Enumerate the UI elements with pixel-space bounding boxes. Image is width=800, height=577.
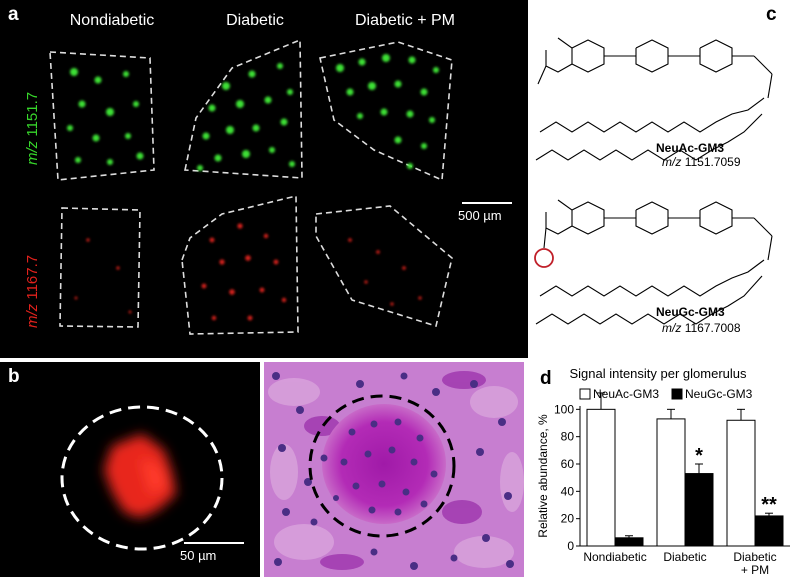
y-tick-label: 20 — [561, 512, 575, 526]
green-spots — [67, 54, 439, 171]
panel-a-letter: a — [8, 4, 19, 25]
structure-2-mz: m/z 1167.7008 — [662, 321, 741, 335]
column-title-diabetic-pm: Diabetic + PM — [354, 12, 456, 29]
panel-c-letter: c — [766, 4, 777, 25]
x-tick-label: Diabetic — [733, 550, 776, 564]
legend-label: NeuGc-GM3 — [685, 387, 753, 401]
x-tick-label: Diabetic — [663, 550, 706, 564]
bar-neugc-gm3 — [754, 515, 784, 547]
tissue-texture — [268, 378, 524, 568]
y-tick-label: 40 — [561, 484, 575, 498]
x-tick-label: Nondiabetic — [583, 550, 646, 564]
glomerulus-ms-image — [60, 405, 224, 551]
bar-neuac-gm3 — [656, 418, 686, 547]
x-tick-label: + PM — [741, 563, 769, 577]
legend-swatch — [579, 388, 591, 400]
structure-1-mz: m/z 1151.7059 — [662, 155, 741, 169]
scale-bar-a — [462, 202, 512, 204]
scale-bar-b — [184, 542, 244, 544]
tissue-outline-diabetic-top — [184, 38, 303, 179]
glomerulus-outline-histology — [308, 394, 456, 538]
y-axis-label: Relative abundance, % — [536, 414, 550, 538]
tissue-outline-diabetic-pm-bottom — [315, 205, 453, 328]
glomerulus-tissue — [322, 404, 446, 524]
chart-title: Signal intensity per glomerulus — [569, 366, 747, 381]
structure-2-name: NeuGc-GM3 — [656, 305, 725, 319]
panel-d-letter: d — [540, 368, 552, 389]
significance-marker: ** — [761, 494, 777, 516]
scale-label-b: 50 µm — [180, 548, 217, 563]
y-tick-label: 80 — [561, 430, 575, 444]
bar-neugc-gm3 — [614, 537, 644, 547]
bar-neuac-gm3 — [726, 419, 756, 547]
column-title-nondiabetic: Nondiabetic — [69, 12, 155, 29]
cell-nuclei — [272, 372, 514, 570]
bar-neugc-gm3 — [684, 473, 714, 547]
panel-b-letter: b — [8, 366, 20, 387]
legend-label: NeuAc-GM3 — [593, 387, 659, 401]
y-tick-label: 60 — [561, 457, 575, 471]
abundance-chart: Signal intensity per glomerulus NeuAc-GM3… — [536, 366, 790, 577]
red-spots — [74, 223, 422, 321]
tissue-outline-diabetic-pm-top — [319, 41, 453, 182]
glomerulus-outline-ms — [60, 405, 224, 551]
panel-a-background — [0, 0, 528, 358]
scale-label-a: 500 µm — [458, 208, 502, 223]
hydroxyl-highlight — [534, 248, 554, 268]
tissue-images — [49, 38, 453, 335]
tissue-outline-nondiabetic-top — [49, 51, 155, 181]
y-tick-label: 0 — [567, 539, 574, 553]
glomerulus-red-signal — [104, 434, 176, 518]
chemical-structures: NeuAc-GM3 m/z 1151.7059 NeuGc-GM3 m/z 11… — [534, 37, 773, 335]
bar-neuac-gm3 — [586, 408, 616, 547]
y-tick-label: 100 — [554, 402, 574, 416]
tissue-outline-diabetic-bottom — [181, 194, 299, 335]
legend-swatch — [671, 388, 683, 400]
histology-image — [264, 362, 524, 577]
tissue-outline-nondiabetic-bottom — [59, 207, 141, 328]
column-title-diabetic: Diabetic — [226, 12, 284, 29]
structure-1-name: NeuAc-GM3 — [656, 141, 724, 155]
significance-marker: * — [695, 445, 703, 467]
